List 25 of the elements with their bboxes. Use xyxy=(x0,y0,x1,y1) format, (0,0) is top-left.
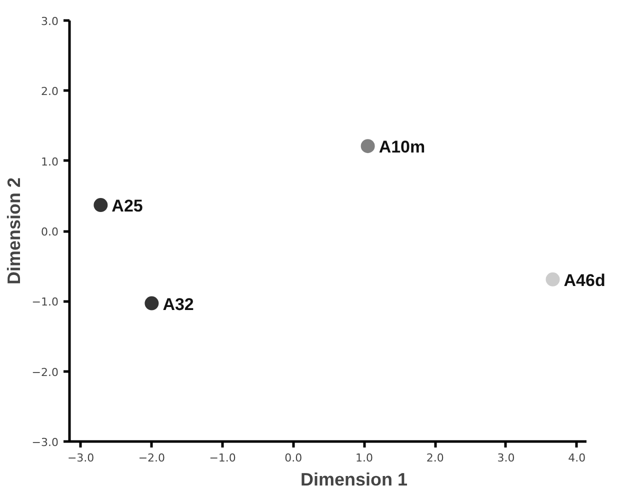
x-axis-title: Dimension 1 xyxy=(300,470,408,490)
y-tick-label: 1.0 xyxy=(41,155,59,168)
x-tick-label: 1.0 xyxy=(356,452,374,464)
series-label: A46d xyxy=(564,270,606,290)
series-label: A10m xyxy=(378,138,426,157)
x-tick-label: −2.0 xyxy=(138,452,166,464)
point xyxy=(360,139,375,154)
y-tick-label: −2.0 xyxy=(32,366,59,379)
x-tick-label: −3.0 xyxy=(67,452,94,464)
y-axis-title: Dimension 2 xyxy=(4,177,24,285)
y-tick-label: −1.0 xyxy=(32,296,59,309)
x-tick-label: 3.0 xyxy=(497,452,515,464)
x-tick-label: 4.0 xyxy=(568,452,586,464)
y-tick-label: 2.0 xyxy=(41,85,59,98)
point xyxy=(144,296,159,310)
x-tick-label: 0.0 xyxy=(284,452,302,464)
series-label: A25 xyxy=(112,196,143,216)
point xyxy=(546,272,560,286)
y-tick-label: 0.0 xyxy=(41,226,59,238)
x-tick-label: −1.0 xyxy=(209,452,236,464)
x-tick-label: 2.0 xyxy=(426,452,444,464)
y-tick-label: −3.0 xyxy=(32,436,59,449)
series-label: A32 xyxy=(162,294,194,314)
point xyxy=(94,198,108,212)
y-tick-label: 3.0 xyxy=(41,15,59,28)
